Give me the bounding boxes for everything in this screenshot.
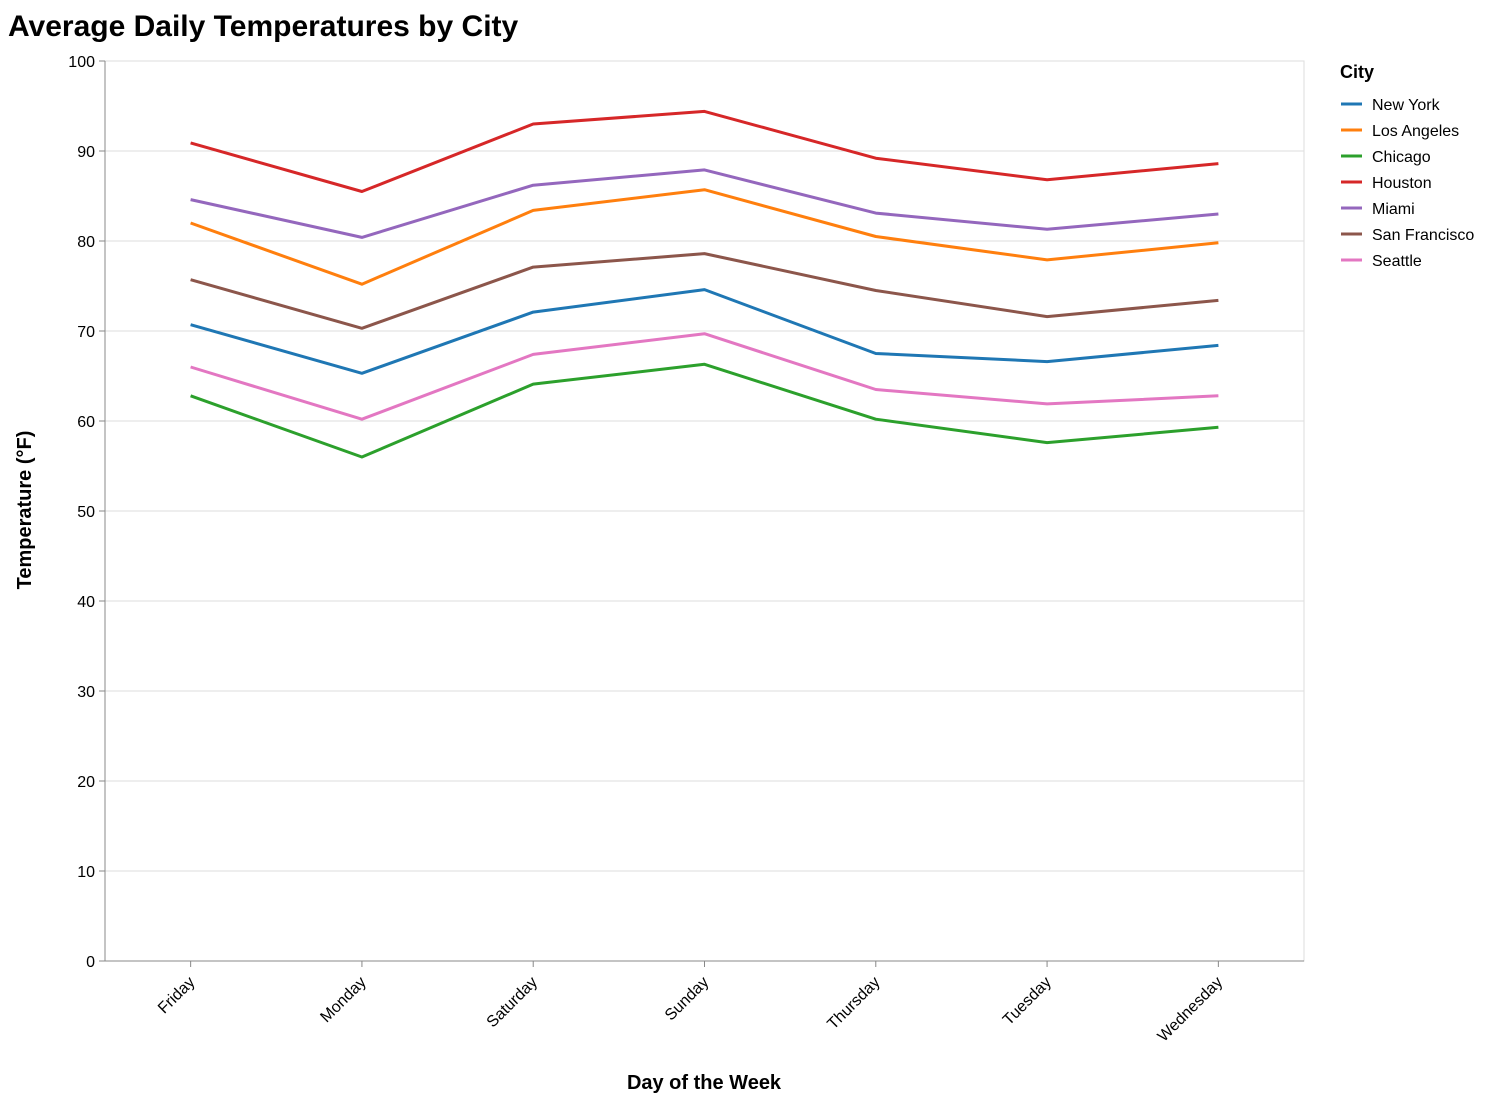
series-line-seattle	[190, 332, 1219, 421]
chart-title: Average Daily Temperatures by City	[8, 10, 519, 43]
x-tick-label: Thursday	[824, 974, 883, 1033]
x-tick-label: Tuesday	[1000, 974, 1055, 1029]
y-tick-label: 50	[77, 504, 95, 521]
x-tick-label: Wednesday	[1155, 974, 1227, 1046]
y-tick-label: 30	[77, 684, 95, 701]
x-axis: Friday Monday Saturday Sunday Thursday Tuesda…	[105, 960, 1304, 1046]
legend-label-san-francisco: San Francisco	[1372, 227, 1474, 244]
legend-label-miami: Miami	[1372, 201, 1415, 218]
x-tick-label: Sunday	[662, 974, 712, 1024]
x-axis-title: Day of the Week	[627, 1072, 782, 1094]
x-tick-label: Friday	[155, 974, 198, 1017]
y-axis: 0 10 20 30 40 50 60 70 80 90 100	[68, 54, 106, 971]
legend-label-seattle: Seattle	[1372, 253, 1422, 270]
legend-label-new-york: New York	[1372, 97, 1441, 114]
series-line-miami	[190, 168, 1219, 239]
y-tick-label: 40	[77, 594, 95, 611]
series-line-new-york	[190, 288, 1219, 375]
y-tick-label: 70	[77, 324, 95, 341]
series-line-san-francisco	[190, 252, 1219, 330]
legend-label-chicago: Chicago	[1372, 149, 1431, 166]
legend: City New York Los Angeles Chicago Houston Mi…	[1340, 62, 1474, 270]
y-axis-title: Temperature (°F)	[14, 431, 36, 590]
series-line-los-angeles	[190, 188, 1219, 286]
legend-label-houston: Houston	[1372, 175, 1432, 192]
x-tick-label: Saturday	[484, 974, 541, 1031]
y-tick-label: 90	[77, 144, 95, 161]
grid	[104, 60, 1305, 962]
y-tick-label: 60	[77, 414, 95, 431]
y-tick-label: 80	[77, 234, 95, 251]
legend-title: City	[1340, 62, 1374, 82]
y-tick-label: 10	[77, 864, 95, 881]
series-line-chicago	[190, 362, 1219, 459]
y-tick-label: 0	[86, 954, 95, 971]
y-tick-label: 100	[68, 54, 95, 71]
legend-label-los-angeles: Los Angeles	[1372, 123, 1459, 140]
series-lines	[190, 109, 1219, 459]
x-tick-label: Monday	[317, 974, 369, 1026]
series-line-houston	[190, 109, 1219, 193]
y-tick-label: 20	[77, 774, 95, 791]
